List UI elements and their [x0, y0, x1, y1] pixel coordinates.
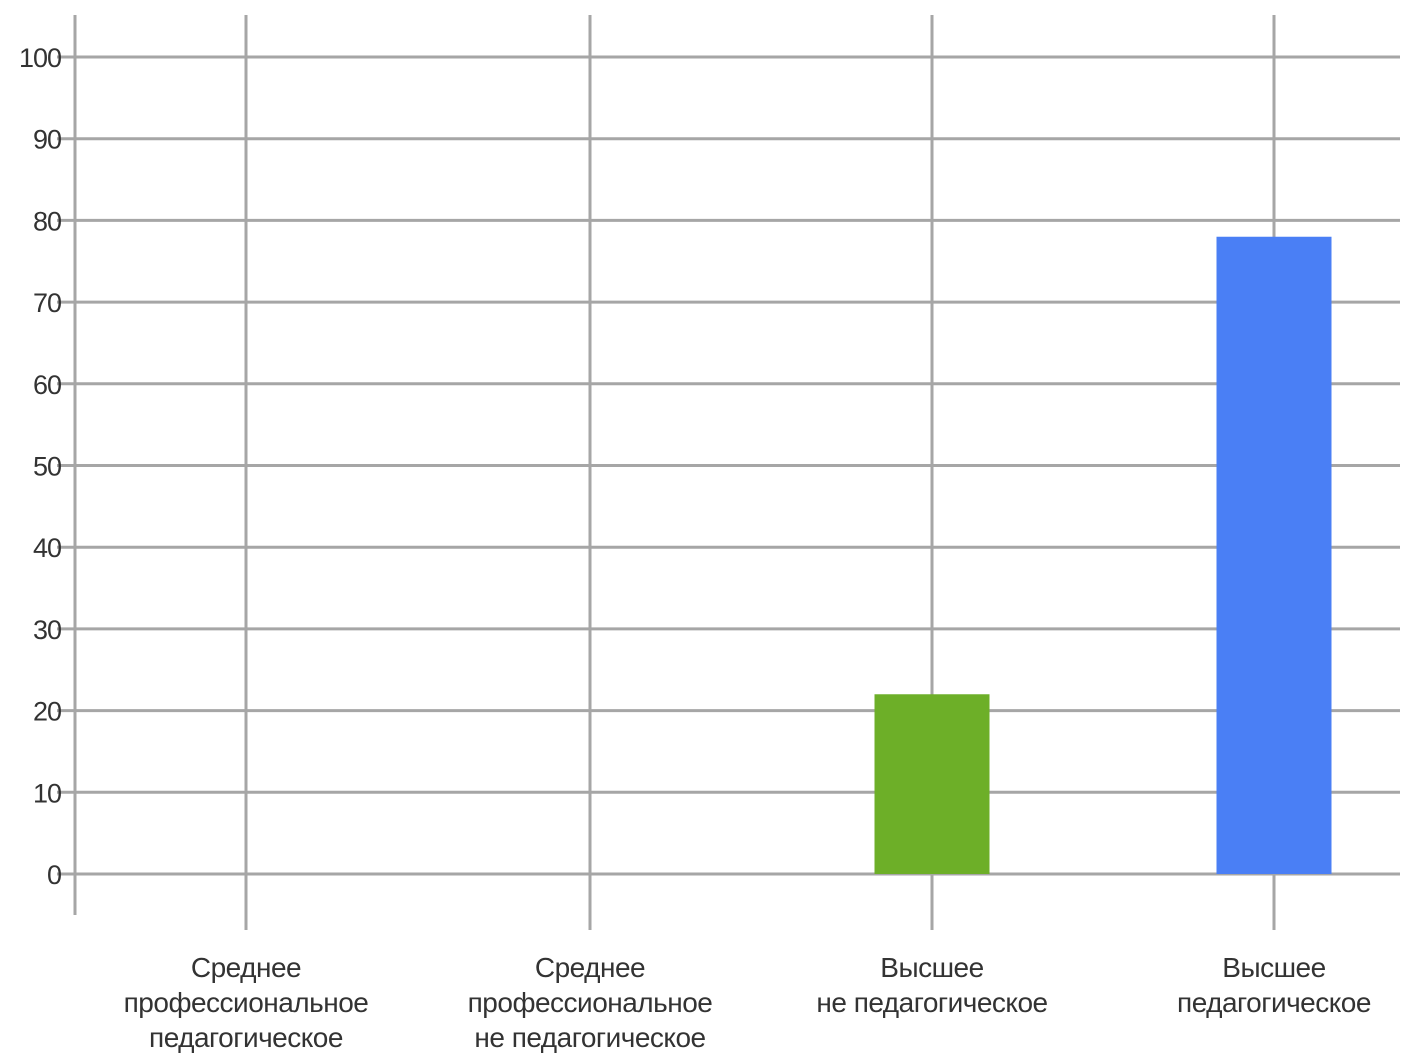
y-tick-label: 0	[47, 860, 61, 890]
y-axis-tick-labels: 0 10 20 30 40 50 60 70 80 90 100	[19, 43, 62, 890]
bar	[1216, 236, 1332, 875]
y-tick-label: 70	[33, 288, 61, 318]
y-tick-label: 20	[33, 697, 61, 727]
y-tick-label: 30	[33, 615, 61, 645]
y-tick-label: 50	[33, 452, 61, 482]
y-tick-label: 80	[33, 206, 61, 236]
y-tick-label: 60	[33, 370, 61, 400]
y-tick-label: 100	[19, 43, 61, 73]
x-tick-label: Высшее не педагогическое	[816, 952, 1047, 1018]
y-tick-label: 90	[33, 125, 61, 155]
y-tick-label: 40	[33, 533, 61, 563]
grid-lines	[57, 15, 1400, 930]
bars	[874, 236, 1332, 875]
x-tick-label: Среднее профессиональное не педагогическое	[468, 952, 713, 1053]
x-tick-label: Высшее педагогическое	[1177, 952, 1371, 1018]
bar	[874, 694, 990, 874]
x-tick-label: Среднее профессиональное педагогическое	[124, 952, 369, 1053]
x-axis-tick-labels: Среднее профессиональное педагогическое Сре…	[124, 952, 1372, 1053]
y-tick-label: 10	[33, 778, 61, 808]
